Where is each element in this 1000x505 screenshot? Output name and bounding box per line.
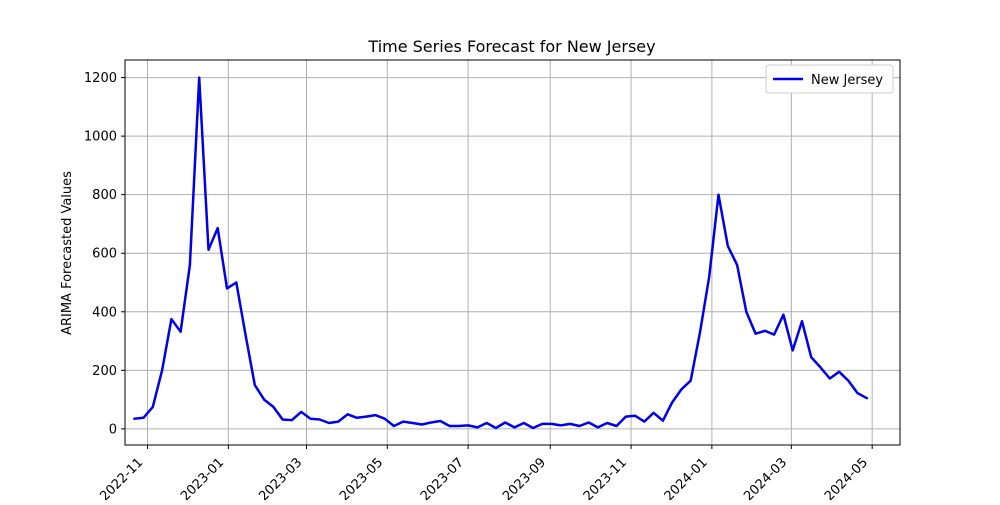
grid — [125, 60, 900, 445]
y-tick-label: 800 — [92, 188, 117, 203]
legend-frame — [765, 64, 894, 94]
chart-title: Time Series Forecast for New Jersey — [367, 37, 655, 56]
y-tick-label: 600 — [92, 247, 117, 262]
y-tick-label: 200 — [92, 364, 117, 379]
y-tick-label: 400 — [92, 305, 117, 320]
series-line-new-jersey — [133, 76, 869, 430]
plot-area — [133, 76, 869, 430]
y-tick-label: 1200 — [84, 71, 117, 86]
y-tick-label: 0 — [109, 422, 117, 437]
legend: New Jersey — [765, 64, 894, 94]
plot-frame — [124, 59, 901, 446]
y-axis-label: ARIMA Forecasted Values — [60, 171, 75, 335]
y-tick-label: 1000 — [84, 130, 117, 145]
legend-label: New Jersey — [811, 73, 883, 88]
